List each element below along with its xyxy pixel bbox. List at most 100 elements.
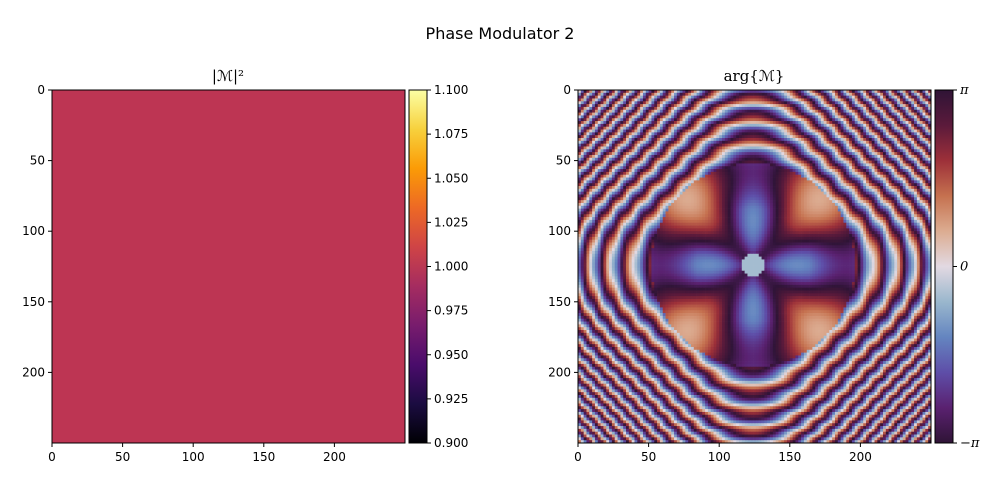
phase-pixel xyxy=(874,138,878,142)
phase-pixel xyxy=(659,112,664,116)
phase-pixel xyxy=(911,106,915,111)
phase-pixel xyxy=(623,115,627,119)
phase-pixel xyxy=(781,92,785,96)
phase-pixel xyxy=(606,126,610,130)
phase-pixel xyxy=(623,140,627,144)
phase-pixel xyxy=(620,92,624,96)
phase-pixel xyxy=(849,121,853,125)
phase-pixel xyxy=(710,121,714,125)
phase-pixel xyxy=(651,163,655,167)
phase-pixel xyxy=(888,163,892,167)
phase-pixel xyxy=(877,157,881,161)
phase-pixel xyxy=(682,149,686,153)
phase-pixel xyxy=(784,146,788,150)
phase-pixel xyxy=(682,154,686,159)
phase-pixel xyxy=(820,118,825,122)
phase-pixel xyxy=(702,140,706,144)
phase-pixel xyxy=(916,157,921,161)
phase-pixel xyxy=(860,171,864,176)
phase-pixel xyxy=(922,140,926,144)
phase-pixel xyxy=(738,135,743,139)
phase-pixel xyxy=(806,109,810,113)
phase-pixel xyxy=(665,115,669,119)
phase-pixel xyxy=(775,166,779,170)
phase-pixel xyxy=(631,109,635,113)
phase-pixel xyxy=(702,98,706,102)
phase-pixel xyxy=(606,121,610,125)
phase-pixel xyxy=(786,123,791,128)
phase-pixel xyxy=(713,180,717,184)
phase-pixel xyxy=(705,135,709,139)
phase-pixel xyxy=(882,169,887,173)
phase-pixel xyxy=(837,174,841,178)
phase-pixel xyxy=(829,135,833,139)
phase-pixel xyxy=(795,109,799,113)
phase-pixel xyxy=(880,92,884,96)
phase-pixel xyxy=(806,95,810,99)
phase-pixel xyxy=(868,146,873,150)
phase-pixel xyxy=(623,121,627,125)
phase-pixel xyxy=(851,112,856,116)
phase-pixel xyxy=(730,138,734,142)
phase-pixel xyxy=(580,118,584,122)
phase-pixel xyxy=(671,95,675,99)
phase-pixel xyxy=(809,135,813,139)
phase-pixel xyxy=(716,98,720,102)
phase-pixel xyxy=(897,157,901,161)
phase-pixel xyxy=(871,197,875,201)
phase-pixel xyxy=(620,149,624,153)
phase-pixel xyxy=(818,129,822,133)
phase-pixel xyxy=(801,112,805,116)
phase-pixel xyxy=(724,118,729,122)
phase-pixel xyxy=(798,197,802,201)
phase-pixel xyxy=(775,104,779,108)
phase-pixel xyxy=(832,92,836,96)
phase-pixel xyxy=(758,166,762,170)
phase-pixel xyxy=(724,154,729,159)
phase-pixel xyxy=(648,174,652,178)
phase-pixel xyxy=(611,98,616,102)
phase-pixel xyxy=(795,160,799,164)
phase-pixel xyxy=(761,109,765,113)
phase-pixel xyxy=(659,92,664,96)
phase-pixel xyxy=(589,112,593,116)
phase-pixel xyxy=(753,140,757,144)
phase-pixel xyxy=(888,101,892,105)
phase-pixel xyxy=(614,177,618,181)
phase-pixel xyxy=(628,186,632,190)
phase-pixel xyxy=(866,169,870,173)
phase-pixel xyxy=(690,152,695,156)
phase-pixel xyxy=(919,194,923,198)
phase-pixel xyxy=(657,101,661,105)
phase-pixel xyxy=(755,149,760,153)
phase-pixel xyxy=(606,118,610,122)
phase-pixel xyxy=(594,90,599,94)
phase-pixel xyxy=(846,95,850,99)
phase-pixel xyxy=(840,157,844,161)
phase-pixel xyxy=(851,157,856,161)
phase-pixel xyxy=(767,177,771,181)
phase-pixel xyxy=(626,163,630,167)
phase-pixel xyxy=(699,169,703,173)
phase-pixel xyxy=(786,157,791,161)
phase-pixel xyxy=(659,194,664,198)
phase-pixel xyxy=(702,197,706,201)
phase-pixel xyxy=(789,154,793,159)
phase-pixel xyxy=(849,149,853,153)
phase-pixel xyxy=(786,92,791,96)
phase-pixel xyxy=(730,157,734,161)
phase-pixel xyxy=(781,132,785,136)
phase-pixel xyxy=(736,90,740,94)
phase-pixel xyxy=(744,169,748,173)
phase-pixel xyxy=(702,118,706,122)
phase-pixel xyxy=(744,152,748,156)
phase-pixel xyxy=(741,166,745,170)
phase-pixel xyxy=(928,138,931,142)
phase-pixel xyxy=(803,138,808,142)
phase-pixel xyxy=(851,90,856,94)
phase-pixel xyxy=(592,121,596,125)
phase-pixel xyxy=(840,121,844,125)
phase-pixel xyxy=(707,123,712,128)
phase-pixel xyxy=(606,188,610,193)
phase-pixel xyxy=(648,154,652,159)
